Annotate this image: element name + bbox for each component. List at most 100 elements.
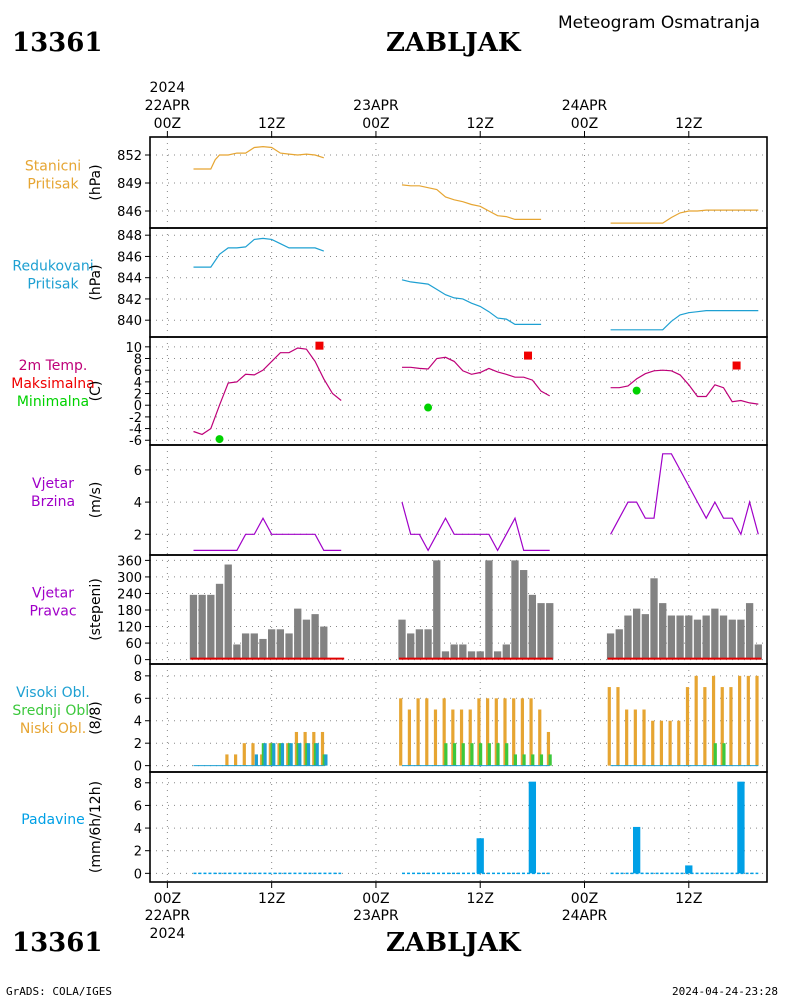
series-line bbox=[401, 184, 542, 220]
cloud-bar bbox=[242, 743, 246, 766]
wind-direction-bar bbox=[407, 633, 415, 660]
y-tick-label: 2 bbox=[134, 845, 142, 860]
cloud-bar bbox=[616, 687, 620, 766]
cloud-bar bbox=[468, 709, 472, 766]
bottom-day-label: 24APR bbox=[562, 908, 608, 924]
wind-direction-bar bbox=[520, 570, 528, 660]
precip-bar bbox=[737, 781, 745, 874]
unit-label: (C) bbox=[88, 381, 104, 402]
cloud-bar bbox=[289, 743, 293, 766]
series-line bbox=[193, 347, 342, 436]
cloud-bar bbox=[642, 709, 646, 766]
wind-direction-bar bbox=[467, 651, 476, 660]
cloud-bar bbox=[694, 675, 698, 766]
station-name-top: ZABLJAK bbox=[386, 28, 521, 58]
panel-label: Niski Obl. bbox=[20, 721, 86, 737]
cloud-bar bbox=[479, 743, 483, 766]
y-tick-label: 60 bbox=[125, 637, 142, 652]
series-line bbox=[610, 369, 759, 405]
y-tick-label: 0 bbox=[134, 654, 142, 669]
y-tick-label: 852 bbox=[117, 149, 142, 164]
y-tick-label: 4 bbox=[134, 822, 142, 837]
cloud-bar bbox=[607, 687, 611, 766]
y-tick-label: 8 bbox=[134, 777, 142, 792]
panel-label: Pritisak bbox=[27, 277, 79, 293]
wind-direction-bar bbox=[268, 629, 276, 660]
y-tick-label: 180 bbox=[117, 604, 142, 619]
panel-label: Pritisak bbox=[27, 177, 79, 193]
wind-direction-bar bbox=[745, 603, 754, 660]
panel-frame bbox=[149, 336, 768, 446]
precip-bar bbox=[528, 781, 537, 874]
cloud-bar bbox=[296, 743, 300, 766]
y-tick-label: -2 bbox=[129, 411, 142, 426]
cloud-bar bbox=[313, 743, 318, 766]
y-tick-label: 0 bbox=[134, 867, 142, 882]
panel-label: 2m Temp. bbox=[19, 358, 88, 374]
panel-label: Maksimalna bbox=[11, 376, 95, 392]
cloud-bar bbox=[738, 675, 742, 766]
top-year-label: 2024 bbox=[150, 80, 186, 96]
bottom-hour-label: 12Z bbox=[675, 891, 702, 907]
cloud-bar bbox=[298, 743, 302, 766]
series-line bbox=[401, 279, 542, 325]
cloud-bar bbox=[625, 709, 629, 766]
panel-frame bbox=[149, 227, 768, 338]
wind-direction-bar bbox=[259, 638, 267, 660]
cloud-bar bbox=[268, 743, 272, 766]
wind-direction-bar bbox=[433, 560, 441, 660]
bottom-hour-label: 00Z bbox=[154, 891, 181, 907]
cloud-bar bbox=[322, 754, 326, 766]
y-tick-label: 8 bbox=[134, 670, 142, 685]
wind-direction-bar bbox=[311, 614, 319, 660]
series-line bbox=[401, 501, 550, 552]
cloud-bar bbox=[305, 743, 309, 766]
precip-bar bbox=[685, 865, 693, 874]
y-tick-label: -6 bbox=[129, 434, 142, 449]
wind-direction-bar bbox=[476, 651, 484, 660]
unit-label: (hPa) bbox=[88, 264, 104, 300]
wind-direction-bar bbox=[737, 619, 745, 660]
cloud-bar bbox=[720, 687, 724, 766]
cloud-bar bbox=[287, 743, 292, 766]
cloud-bar bbox=[746, 675, 750, 766]
panel-label: Minimalna bbox=[17, 394, 89, 410]
wind-direction-bar bbox=[276, 629, 285, 660]
cloud-bar bbox=[444, 743, 448, 766]
y-tick-label: 4 bbox=[134, 376, 142, 391]
y-tick-label: 840 bbox=[117, 314, 142, 329]
wind-direction-bar bbox=[459, 644, 467, 660]
unit-label: (mm/6h/12h) bbox=[88, 781, 104, 873]
wind-direction-bar bbox=[615, 629, 623, 660]
wind-direction-bar bbox=[667, 615, 676, 660]
series-line bbox=[193, 145, 324, 170]
cloud-bar bbox=[513, 754, 517, 766]
cloud-bar bbox=[286, 743, 290, 766]
precip-bar bbox=[476, 838, 484, 874]
top-hour-label: 00Z bbox=[154, 116, 181, 132]
cloud-bar bbox=[659, 720, 664, 766]
top-hour-label: 00Z bbox=[362, 116, 389, 132]
max-temp-marker bbox=[524, 351, 533, 360]
unit-label: (stepeni) bbox=[88, 578, 104, 641]
cloud-bar bbox=[459, 709, 464, 766]
cloud-bar bbox=[234, 754, 238, 766]
cloud-bar bbox=[272, 743, 276, 766]
wind-direction-bar bbox=[606, 633, 615, 660]
meteogram-subtitle: Meteogram Osmatranja bbox=[558, 13, 761, 33]
panel-label: Stanicni bbox=[25, 159, 81, 175]
cloud-bar bbox=[452, 743, 457, 766]
top-hour-label: 00Z bbox=[571, 116, 598, 132]
y-tick-label: -4 bbox=[129, 423, 142, 438]
max-temp-marker bbox=[732, 361, 741, 370]
cloud-bar bbox=[713, 743, 717, 766]
cloud-bar bbox=[470, 743, 474, 766]
panel-label: Visoki Obl. bbox=[16, 685, 90, 701]
cloud-bar bbox=[531, 754, 535, 766]
cloud-bar bbox=[677, 720, 681, 766]
y-tick-label: 2 bbox=[134, 388, 142, 403]
cloud-bar bbox=[399, 698, 403, 766]
cloud-bar bbox=[703, 687, 707, 766]
wind-direction-bar bbox=[302, 619, 311, 660]
